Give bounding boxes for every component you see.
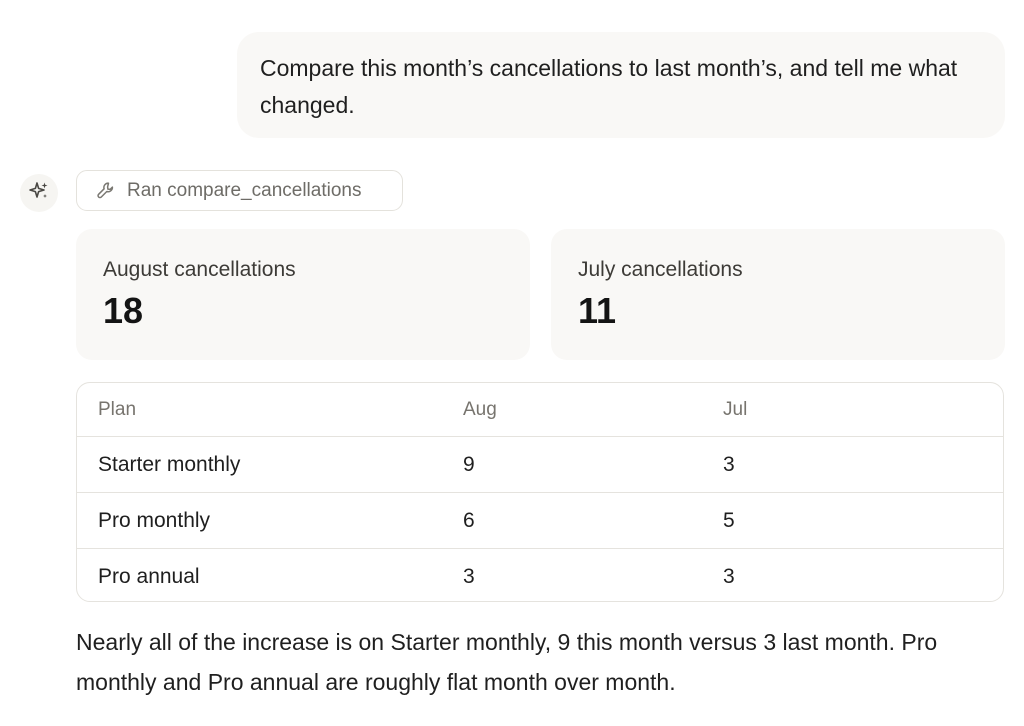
- cell-jul: 3: [723, 436, 1003, 493]
- cell-jul: 5: [723, 492, 1003, 549]
- cell-jul: 3: [723, 564, 735, 588]
- stat-card-august: August cancellations 18: [76, 229, 530, 360]
- stat-value: 11: [578, 290, 617, 331]
- stat-value: 18: [103, 290, 144, 331]
- cell-aug: 3: [463, 564, 475, 588]
- assistant-summary-text: Nearly all of the increase is on Starter…: [76, 629, 938, 695]
- cell-plan: Pro monthly: [77, 492, 463, 549]
- stat-label: July cancellations: [578, 258, 743, 281]
- stat-card-july: July cancellations 11: [551, 229, 1005, 360]
- wrench-icon: [95, 180, 117, 202]
- table-header-row: Plan Aug Jul: [77, 383, 1003, 437]
- cell-aug: 9: [463, 436, 723, 493]
- user-message-bubble: Compare this month’s cancellations to la…: [237, 32, 1005, 138]
- table-row: Pro annual 3 3: [77, 549, 1003, 602]
- cell-aug: 6: [463, 492, 723, 549]
- cancellations-table: Plan Aug Jul Starter monthly 9 3 Pro mon…: [76, 382, 1004, 602]
- assistant-avatar: [20, 174, 58, 212]
- user-message-text: Compare this month’s cancellations to la…: [260, 55, 958, 118]
- column-header-jul: Jul: [723, 383, 1003, 437]
- sparkle-icon: [28, 180, 50, 207]
- cell-plan: Pro annual: [98, 564, 200, 588]
- cell-plan: Starter monthly: [77, 436, 463, 493]
- tool-call-label: Ran compare_cancellations: [127, 179, 362, 201]
- tool-call-chip[interactable]: Ran compare_cancellations: [76, 170, 403, 211]
- stat-label: August cancellations: [103, 258, 296, 281]
- column-header-aug: Aug: [463, 383, 723, 437]
- table-row: Pro monthly 6 5: [77, 492, 1003, 549]
- column-header-plan: Plan: [77, 383, 463, 437]
- table-row: Starter monthly 9 3: [77, 436, 1003, 493]
